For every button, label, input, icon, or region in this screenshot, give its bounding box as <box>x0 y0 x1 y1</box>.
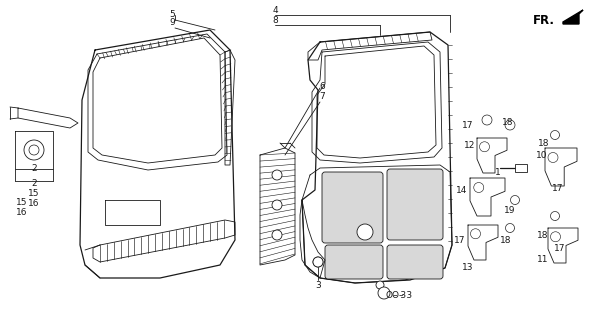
Text: 1: 1 <box>495 167 501 177</box>
Text: 11: 11 <box>537 255 549 265</box>
Circle shape <box>24 140 44 160</box>
Text: 10: 10 <box>536 150 548 159</box>
Text: 19: 19 <box>504 205 516 214</box>
Circle shape <box>550 232 561 242</box>
Text: 17: 17 <box>554 244 566 252</box>
Text: 8: 8 <box>272 15 278 25</box>
Bar <box>515 164 527 172</box>
Text: 2: 2 <box>31 164 37 172</box>
Text: 18: 18 <box>500 236 512 244</box>
Circle shape <box>471 229 481 239</box>
Circle shape <box>474 182 484 193</box>
Text: 2: 2 <box>31 179 37 188</box>
Text: 14: 14 <box>456 186 467 195</box>
Text: 9: 9 <box>169 18 175 27</box>
Circle shape <box>29 145 39 155</box>
Text: 17: 17 <box>462 121 474 130</box>
Circle shape <box>550 212 559 220</box>
Text: 12: 12 <box>464 140 476 149</box>
Circle shape <box>272 170 282 180</box>
FancyBboxPatch shape <box>387 245 443 279</box>
Circle shape <box>357 224 373 240</box>
Circle shape <box>272 230 282 240</box>
Text: 17: 17 <box>454 236 466 244</box>
FancyBboxPatch shape <box>325 245 383 279</box>
Circle shape <box>313 257 323 267</box>
Text: 6: 6 <box>319 82 325 91</box>
Circle shape <box>313 257 323 267</box>
Circle shape <box>506 223 515 233</box>
Text: 15: 15 <box>28 189 40 198</box>
Circle shape <box>272 200 282 210</box>
Text: 4: 4 <box>272 5 278 14</box>
Text: 16: 16 <box>16 207 28 217</box>
Text: 16: 16 <box>28 199 40 208</box>
FancyBboxPatch shape <box>387 169 443 240</box>
FancyBboxPatch shape <box>322 172 383 243</box>
Polygon shape <box>563 10 583 24</box>
Circle shape <box>376 281 384 289</box>
Text: 18: 18 <box>503 117 514 126</box>
Text: O– 3: O– 3 <box>386 291 406 300</box>
Circle shape <box>550 131 559 140</box>
Circle shape <box>510 196 519 204</box>
Text: 3: 3 <box>315 281 321 290</box>
Text: 18: 18 <box>538 139 550 148</box>
Text: 15: 15 <box>16 197 28 206</box>
Circle shape <box>378 287 390 299</box>
Text: 18: 18 <box>537 230 549 239</box>
Text: 13: 13 <box>462 263 474 273</box>
Circle shape <box>548 153 558 163</box>
Circle shape <box>480 142 489 152</box>
Circle shape <box>482 115 492 125</box>
Text: 17: 17 <box>552 183 564 193</box>
Text: O– 3: O– 3 <box>392 291 412 300</box>
Text: 5: 5 <box>169 10 175 19</box>
Text: 7: 7 <box>319 92 325 100</box>
Text: FR.: FR. <box>533 13 555 27</box>
Circle shape <box>505 120 515 130</box>
